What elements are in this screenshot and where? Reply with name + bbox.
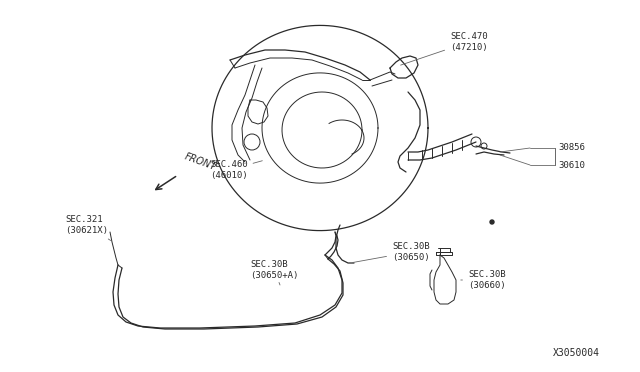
Text: SEC.30B
(30650+A): SEC.30B (30650+A)	[250, 260, 298, 285]
Text: SEC.470
(47210): SEC.470 (47210)	[401, 32, 488, 65]
Text: SEC.460
(46010): SEC.460 (46010)	[210, 160, 262, 180]
Text: SEC.30B
(30650): SEC.30B (30650)	[353, 242, 429, 263]
Text: X3050004: X3050004	[553, 348, 600, 358]
Text: 30610: 30610	[558, 160, 585, 170]
Circle shape	[490, 220, 494, 224]
Text: 30856: 30856	[558, 144, 585, 153]
Text: SEC.321
(30621X): SEC.321 (30621X)	[65, 215, 111, 241]
Text: FRONT: FRONT	[183, 151, 218, 172]
Text: SEC.30B
(30660): SEC.30B (30660)	[461, 270, 506, 290]
